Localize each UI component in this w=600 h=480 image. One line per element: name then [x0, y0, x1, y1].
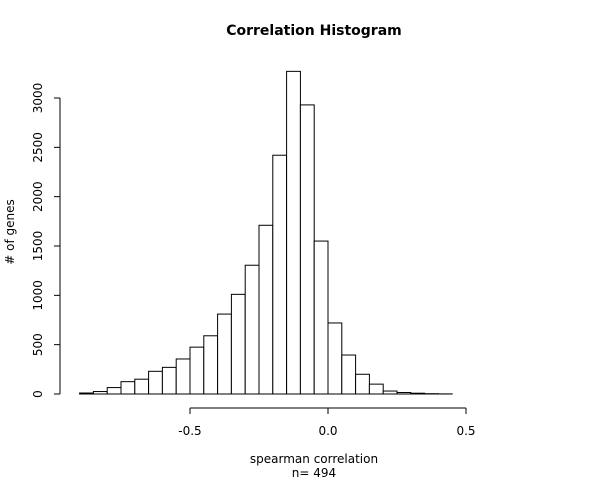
- histogram-bar: [272, 154, 288, 395]
- histogram-bar: [396, 392, 412, 395]
- chart-title: Correlation Histogram: [226, 23, 402, 39]
- x-axis: -0.5 0.0 0.5: [178, 407, 476, 438]
- histogram-bar: [313, 240, 329, 395]
- histogram-bar: [120, 381, 136, 395]
- histogram-bar: [189, 346, 205, 395]
- histogram-bar: [327, 322, 343, 395]
- x-axis-subtitle: n= 494: [292, 466, 336, 480]
- histogram-bar: [106, 387, 122, 395]
- x-tick-label: 0.0: [318, 424, 337, 438]
- histogram-bar: [175, 358, 191, 395]
- y-tick-label: 0: [31, 390, 45, 398]
- histogram-bar: [258, 224, 274, 395]
- y-axis-label: # of genes: [3, 199, 17, 265]
- histogram-bar: [368, 383, 384, 395]
- histogram-bar: [134, 378, 150, 395]
- histogram-bar: [161, 366, 177, 395]
- y-tick-label: 3000: [31, 83, 45, 114]
- y-tick-label: 500: [31, 333, 45, 356]
- histogram-bar: [355, 373, 370, 395]
- histogram-bar: [410, 392, 426, 395]
- x-tick-label: 0.5: [456, 424, 475, 438]
- x-tick-label: -0.5: [178, 424, 201, 438]
- histogram-bar: [148, 370, 163, 395]
- histogram-bar: [92, 391, 108, 395]
- histogram-bar: [79, 392, 94, 395]
- y-tick-label: 1000: [31, 280, 45, 311]
- y-tick-label: 1500: [31, 231, 45, 262]
- histogram-bar: [217, 313, 232, 395]
- histogram-bar: [382, 390, 398, 395]
- histogram-bar: [203, 335, 219, 395]
- histogram-bar: [286, 70, 301, 395]
- histogram-bar: [244, 264, 260, 395]
- x-axis-label: spearman correlation: [250, 452, 378, 466]
- y-tick-label: 2500: [31, 132, 45, 163]
- histogram-bar: [299, 104, 315, 395]
- histogram-bar: [230, 293, 246, 395]
- bars-group: [79, 70, 453, 395]
- histogram-bar: [341, 354, 357, 395]
- y-tick-label: 2000: [31, 181, 45, 212]
- y-axis: 0 500 1000 1500 2000 2500 3000: [31, 83, 61, 398]
